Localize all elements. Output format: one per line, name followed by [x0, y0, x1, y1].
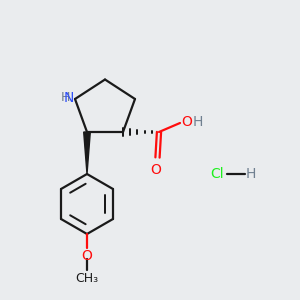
Text: H: H [246, 167, 256, 181]
Text: N: N [64, 91, 74, 104]
Text: O: O [82, 249, 92, 263]
Text: CH₃: CH₃ [75, 272, 99, 284]
Text: H: H [193, 116, 203, 129]
Text: O: O [182, 116, 192, 129]
Text: O: O [151, 163, 161, 177]
Polygon shape [84, 132, 90, 174]
Text: H: H [61, 91, 70, 104]
Text: Cl: Cl [210, 167, 224, 181]
